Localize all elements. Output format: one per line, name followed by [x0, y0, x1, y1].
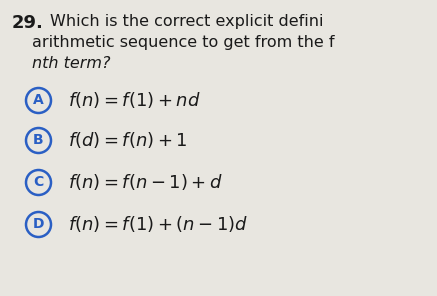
Text: $f(n) = f(1) + (n-1)d$: $f(n) = f(1) + (n-1)d$	[68, 214, 248, 234]
Text: 29.: 29.	[12, 14, 44, 32]
Text: A: A	[33, 93, 43, 107]
Text: Which is the correct explicit defini: Which is the correct explicit defini	[50, 14, 323, 29]
Text: B: B	[33, 133, 43, 147]
Text: $f(n) = f(1) + nd$: $f(n) = f(1) + nd$	[68, 90, 201, 110]
Text: C: C	[33, 175, 43, 189]
Text: arithmetic sequence to get from the f: arithmetic sequence to get from the f	[32, 35, 334, 50]
Text: $f(d) = f(n) + 1$: $f(d) = f(n) + 1$	[68, 130, 187, 150]
Text: $f(n) = f(n-1) + d$: $f(n) = f(n-1) + d$	[68, 172, 223, 192]
Text: D: D	[32, 217, 44, 231]
Text: nth term?: nth term?	[32, 56, 111, 71]
